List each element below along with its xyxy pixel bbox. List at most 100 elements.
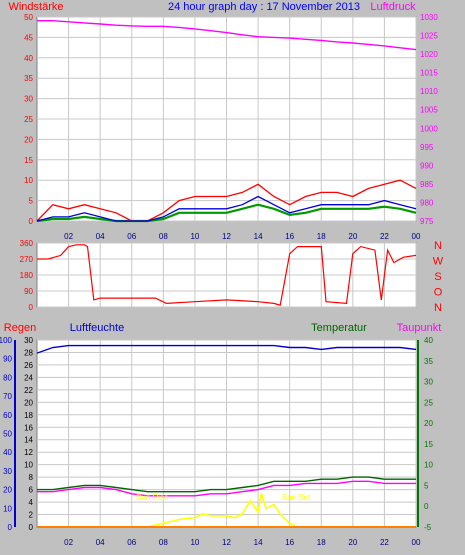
wind-y-tick-label: 20 — [24, 135, 33, 144]
pressure-y-tick-label: 1000 — [420, 124, 438, 133]
wind-y-tick-label: 50 — [24, 13, 33, 22]
humidity-y-tick-label: 80 — [3, 373, 12, 382]
pressure-y-tick-label: 980 — [420, 198, 434, 207]
wind-average-line — [36, 203, 417, 223]
temperature-y-tick-label: 30 — [424, 378, 433, 387]
wind-y-tick-label: 10 — [24, 176, 33, 185]
pressure-y-tick-label: 1005 — [420, 106, 438, 115]
temperature-y-tick-label: 5 — [424, 481, 429, 490]
pressure-y-tick-label: 1030 — [420, 13, 438, 22]
wind-pressure-series — [36, 20, 417, 223]
x-tick-label: 04 — [96, 232, 105, 241]
rain-y-tick-label: 18 — [24, 411, 33, 420]
rain-axis-label: Regen — [4, 322, 36, 334]
wind-speed-line — [36, 195, 417, 222]
pressure-y-tick-label: 1025 — [420, 32, 438, 41]
compass-label: W — [433, 256, 444, 268]
humidity-y-tick-label: 70 — [3, 392, 12, 401]
wind-y-tick-label: 35 — [24, 74, 33, 83]
x-tick-label: 22 — [380, 538, 389, 547]
x-tick-label: 06 — [127, 232, 136, 241]
compass-label: N — [434, 302, 442, 314]
temperature-y-tick-label: 0 — [424, 502, 429, 511]
direction-y-tick-label: 360 — [20, 239, 34, 248]
x-tick-label: 06 — [127, 538, 136, 547]
x-tick-label: 02 — [64, 232, 73, 241]
temperature-line — [37, 476, 416, 493]
wind-y-tick-label: 0 — [29, 217, 34, 226]
x-tick-label: 18 — [317, 232, 326, 241]
pressure-axis-label: Luftdruck — [370, 1, 416, 13]
x-tick-label: 12 — [222, 232, 231, 241]
pressure-y-tick-label: 995 — [420, 143, 434, 152]
rain-y-tick-label: 26 — [24, 361, 33, 370]
x-tick-label: 08 — [159, 538, 168, 547]
x-tick-label: 14 — [254, 538, 263, 547]
direction-y-tick-label: 270 — [20, 255, 34, 264]
humidity-y-tick-label: 20 — [3, 486, 12, 495]
humidity-axis-label: Luftfeuchte — [70, 322, 124, 334]
x-tick-label: 16 — [285, 232, 294, 241]
wind-pressure-axes: 0510152025303540455097598098599099510001… — [24, 13, 438, 241]
humidity-y-tick-label: 90 — [3, 355, 12, 364]
temperature-y-tick-label: 10 — [424, 461, 433, 470]
x-tick-label: 10 — [190, 538, 199, 547]
pressure-y-tick-label: 990 — [420, 161, 434, 170]
x-tick-label: 02 — [64, 538, 73, 547]
wind-gust-line — [36, 179, 417, 222]
rain-y-tick-label: 0 — [29, 523, 34, 532]
wind-y-tick-label: 15 — [24, 156, 33, 165]
temperature-y-tick-label: 20 — [424, 419, 433, 428]
rain-y-tick-label: 10 — [24, 461, 33, 470]
rain-y-tick-label: 8 — [29, 473, 34, 482]
temperature-y-tick-label: -5 — [424, 523, 432, 532]
humidity-y-tick-label: 100 — [0, 336, 13, 345]
x-tick-label: 00 — [412, 538, 421, 547]
humidity-line — [36, 344, 417, 354]
humidity-y-tick-label: 50 — [3, 430, 12, 439]
compass-label: S — [434, 271, 441, 283]
rain-y-tick-label: 30 — [24, 336, 33, 345]
wind-y-tick-label: 5 — [29, 197, 34, 206]
x-tick-label: 18 — [317, 538, 326, 547]
wind-direction-series — [37, 244, 417, 306]
rain-humidity-temp-series: Sun Rise Sun Set — [36, 344, 417, 528]
compass-label: O — [434, 287, 443, 299]
x-tick-label: 08 — [159, 232, 168, 241]
wind-direction-grid — [37, 242, 417, 308]
x-tick-label: 20 — [348, 538, 357, 547]
x-tick-label: 16 — [285, 538, 294, 547]
rain-y-tick-label: 20 — [24, 398, 33, 407]
humidity-y-tick-label: 60 — [3, 411, 12, 420]
wind-direction-line — [37, 244, 417, 306]
rain-y-tick-label: 22 — [24, 386, 33, 395]
humidity-y-tick-label: 40 — [3, 448, 12, 457]
temperature-y-tick-label: 15 — [424, 440, 433, 449]
humidity-y-tick-label: 0 — [8, 523, 13, 532]
wind-y-tick-label: 25 — [24, 115, 33, 124]
x-tick-label: 00 — [412, 232, 421, 241]
rain-y-tick-label: 14 — [24, 436, 33, 445]
compass-label: N — [434, 240, 442, 252]
rain-humidity-temp-axes: 0246810121416182022242628300102030405060… — [0, 336, 433, 547]
x-tick-label: 20 — [348, 232, 357, 241]
wind-y-tick-label: 45 — [24, 33, 33, 42]
wind-y-tick-label: 30 — [24, 95, 33, 104]
rain-humidity-temp-grid — [37, 339, 417, 528]
humidity-y-tick-label: 30 — [3, 467, 12, 476]
rain-y-tick-label: 28 — [24, 348, 33, 357]
pressure-y-tick-label: 1020 — [420, 50, 438, 59]
pressure-y-tick-label: 1015 — [420, 69, 438, 78]
solar-line — [147, 493, 298, 528]
rain-y-tick-label: 16 — [24, 423, 33, 432]
x-tick-label: 22 — [380, 232, 389, 241]
dewpoint-line — [37, 480, 416, 497]
dewpoint-axis-label: Taupunkt — [397, 322, 442, 334]
wind-y-tick-label: 40 — [24, 54, 33, 63]
temperature-y-tick-label: 40 — [424, 336, 433, 345]
direction-y-tick-label: 180 — [20, 271, 34, 280]
x-tick-label: 14 — [254, 232, 263, 241]
x-tick-label: 04 — [96, 538, 105, 547]
